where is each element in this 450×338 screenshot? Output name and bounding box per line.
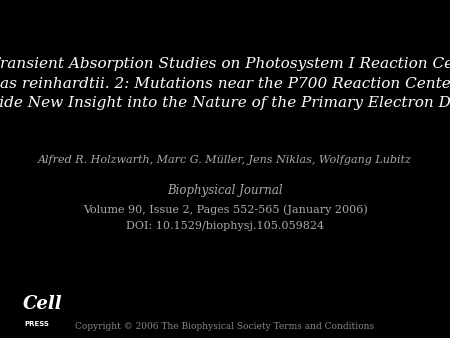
Text: Alfred R. Holzwarth, Marc G. Müller, Jens Niklas, Wolfgang Lubitz: Alfred R. Holzwarth, Marc G. Müller, Jen… — [38, 155, 412, 166]
Text: DOI: 10.1529/biophysj.105.059824: DOI: 10.1529/biophysj.105.059824 — [126, 221, 324, 232]
Text: Biophysical Journal: Biophysical Journal — [167, 184, 283, 197]
Text: Ultrafast Transient Absorption Studies on Photosystem I Reaction Centers from
Ch: Ultrafast Transient Absorption Studies o… — [0, 57, 450, 111]
Text: Copyright © 2006 The Biophysical Society Terms and Conditions: Copyright © 2006 The Biophysical Society… — [76, 321, 374, 331]
Text: Cell: Cell — [22, 295, 62, 313]
Text: Volume 90, Issue 2, Pages 552-565 (January 2006): Volume 90, Issue 2, Pages 552-565 (Janua… — [83, 204, 367, 215]
Text: PRESS: PRESS — [25, 321, 50, 327]
